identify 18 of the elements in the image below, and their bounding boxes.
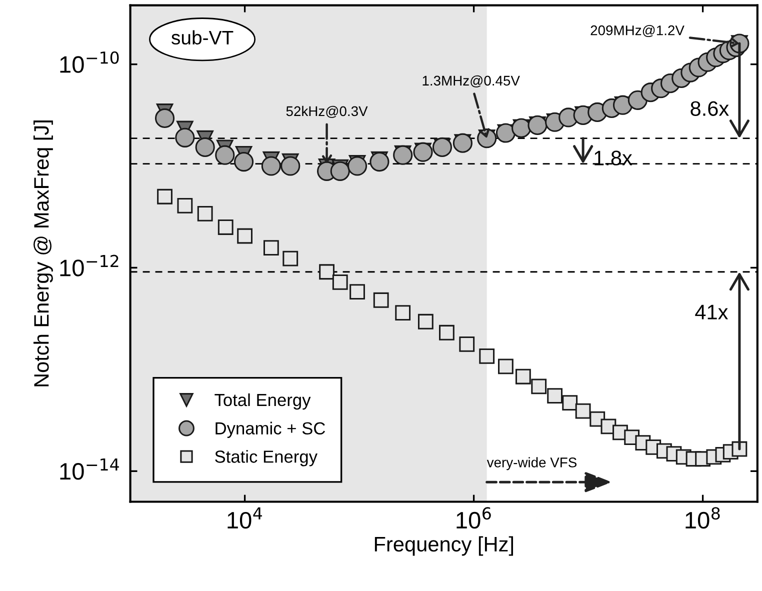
annotation: 209MHz@1.2V: [590, 25, 684, 38]
y-tick-label: 10$^{−14}$: [60, 458, 119, 480]
x-tick-label: 10$^{6}$: [456, 507, 491, 529]
annotation: 8.6x: [690, 101, 729, 116]
y-tick-label: 10$^{−10}$: [60, 51, 119, 73]
x-tick-label: 10$^{8}$: [686, 507, 720, 529]
annotation: 52kHz@0.3V: [286, 106, 368, 118]
x-axis-title: Frequency [Hz]: [374, 536, 514, 556]
legend-label: Dynamic + SC: [216, 422, 326, 438]
annotation: 1.3MHz@0.45V: [422, 75, 520, 88]
x-tick-label: 10$^{4}$: [228, 507, 262, 529]
annotation: very-wide VFS: [486, 457, 577, 470]
y-tick-label: 10$^{−12}$: [60, 254, 118, 276]
y-axis-title: Notch Energy @ MaxFreq [J]: [34, 120, 53, 386]
annotation: 41x: [695, 304, 728, 320]
legend-label: Total Energy: [214, 393, 311, 410]
band-label: sub-VT: [172, 30, 234, 45]
legend-label: Static Energy: [215, 450, 318, 466]
